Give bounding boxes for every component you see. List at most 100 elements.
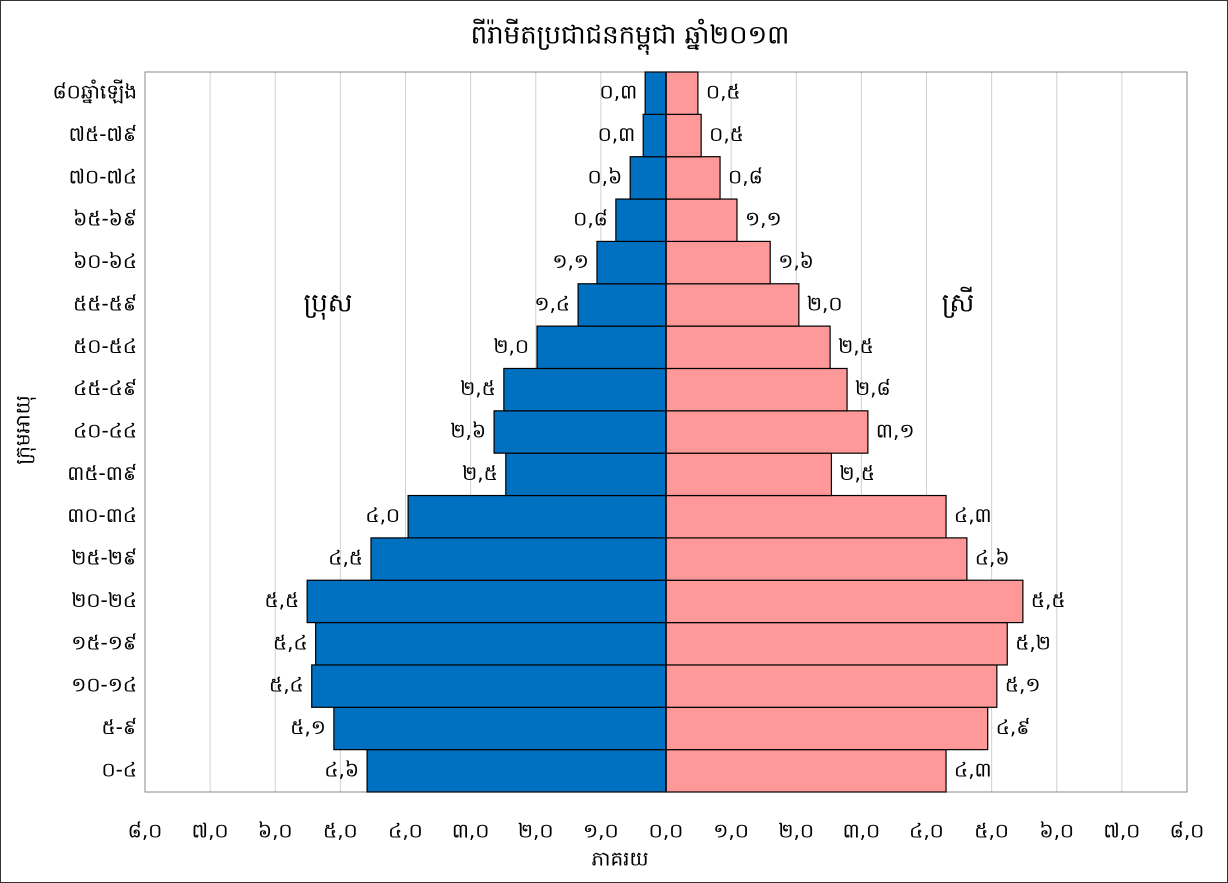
bar xyxy=(665,410,869,454)
x-axis-label: ភាគរយ xyxy=(591,847,648,871)
bar xyxy=(536,325,667,370)
y-tick-label: ៨០ឆ្នាំឡើង xyxy=(53,79,137,104)
bar xyxy=(665,367,848,412)
data-label: ០,៣ xyxy=(598,122,636,146)
data-label: ២,៥ xyxy=(462,461,498,485)
bar xyxy=(665,494,947,539)
y-tick-label: ៥៥-៥៩ xyxy=(73,291,137,315)
x-tick-label: ៣,០ xyxy=(843,819,881,843)
bar xyxy=(615,198,667,243)
data-label: ០,៥ xyxy=(709,122,744,146)
bar xyxy=(311,664,667,708)
bar xyxy=(665,283,800,327)
bar xyxy=(333,706,667,751)
bar xyxy=(503,367,667,412)
bar xyxy=(596,240,667,285)
data-label: ៥,៥ xyxy=(1031,588,1066,612)
bar xyxy=(665,240,771,285)
data-label: ១,១ xyxy=(552,249,589,273)
y-tick-label: ៦៥-៦៩ xyxy=(73,207,137,231)
bar xyxy=(665,113,702,158)
data-label: ៤,៦ xyxy=(324,757,359,781)
y-tick-label: ០-៤ xyxy=(101,757,137,781)
x-tick-label: ៣,០ xyxy=(452,819,490,843)
bar xyxy=(644,71,667,115)
x-tick-label: ០,០ xyxy=(649,819,684,843)
data-label: ៥,៤ xyxy=(273,630,308,654)
data-label: ៥,៤ xyxy=(269,673,304,697)
data-label: ៤,៣ xyxy=(954,757,992,781)
x-tick-label: ៤,០ xyxy=(909,819,944,843)
bar xyxy=(493,410,667,454)
x-tick-label: ២,០ xyxy=(778,819,814,843)
x-tick-label: ៦,០ xyxy=(258,819,293,843)
bar xyxy=(665,537,968,581)
bar xyxy=(370,537,667,581)
data-label: ២,០ xyxy=(493,334,529,358)
bar xyxy=(665,621,1008,666)
x-tick-label: ៨,០ xyxy=(1170,819,1205,843)
y-tick-label: ៧៥-៧៩ xyxy=(69,122,137,146)
bar xyxy=(366,749,667,793)
bar xyxy=(665,579,1024,624)
y-tick-label: ៦០-៦៤ xyxy=(73,249,137,273)
bar xyxy=(642,113,667,158)
data-label: ០,៦ xyxy=(587,164,622,188)
y-tick-label: ៤០-៤៤ xyxy=(73,419,137,443)
data-label: ១,៤ xyxy=(534,291,570,315)
series-name: ប្រុស xyxy=(303,289,352,321)
data-label: ៣,១ xyxy=(876,419,915,443)
bar xyxy=(665,325,831,370)
bar xyxy=(407,494,667,539)
data-label: ៤,៥ xyxy=(328,546,363,570)
data-label: ៤,៩ xyxy=(996,715,1031,739)
x-tick-label: ២,០ xyxy=(518,819,554,843)
bar xyxy=(665,71,699,115)
data-label: ៤,៣ xyxy=(954,503,992,527)
y-tick-label: ៧០-៧៤ xyxy=(69,164,137,188)
data-label: ០,៥ xyxy=(706,80,741,104)
y-tick-label: ៤៥-៤៩ xyxy=(73,376,137,400)
data-label: ៤,៦ xyxy=(975,546,1010,570)
y-tick-label: ៣៥-៣៩ xyxy=(67,461,137,485)
data-label: ២,៥ xyxy=(838,334,874,358)
y-tick-label: ២០-២៤ xyxy=(71,588,137,612)
series-name: ស្រី xyxy=(942,287,975,319)
bar xyxy=(665,156,721,200)
data-label: ២,៥ xyxy=(460,376,496,400)
x-tick-label: ៧,០ xyxy=(1103,819,1140,843)
data-label: ១,៦ xyxy=(778,249,814,273)
y-tick-label: ៣០-៣៤ xyxy=(67,503,137,527)
y-tick-label: ៥-៩ xyxy=(101,715,137,739)
bar xyxy=(665,749,947,793)
data-label: ០,៣ xyxy=(600,80,638,104)
data-label: ១,១ xyxy=(745,207,782,231)
data-label: ២,៨ xyxy=(855,376,891,400)
y-axis-label: ក្រុមអាយុ xyxy=(11,395,37,464)
x-tick-label: ១,០ xyxy=(583,819,619,843)
data-label: ៥,១ xyxy=(290,715,326,739)
y-tick-label: ២៥-២៩ xyxy=(71,546,137,570)
bar xyxy=(577,283,667,327)
x-tick-label: ៥,០ xyxy=(974,819,1009,843)
x-tick-label: ៥,០ xyxy=(323,819,358,843)
y-tick-label: ១៥-១៩ xyxy=(71,630,137,654)
data-label: ០,៨ xyxy=(728,164,763,188)
data-label: ២,០ xyxy=(807,291,843,315)
data-label: ៥,២ xyxy=(1015,630,1051,654)
bar xyxy=(306,579,667,624)
data-label: ៥,៥ xyxy=(264,588,299,612)
bar xyxy=(665,706,989,751)
bar xyxy=(665,452,833,497)
x-tick-label: ៨,០ xyxy=(128,819,163,843)
bar xyxy=(505,452,667,497)
data-label: ០,៨ xyxy=(573,207,608,231)
y-tick-label: ៥០-៥៤ xyxy=(73,334,137,358)
x-tick-label: ៤,០ xyxy=(388,819,423,843)
chart-title: ពីរ៉ាមីតប្រជាជនកម្ពុជា ឆ្នាំ២០១៣ xyxy=(471,19,790,56)
bar xyxy=(315,621,667,666)
bar xyxy=(665,198,738,243)
data-label: ៥,១ xyxy=(1005,673,1041,697)
